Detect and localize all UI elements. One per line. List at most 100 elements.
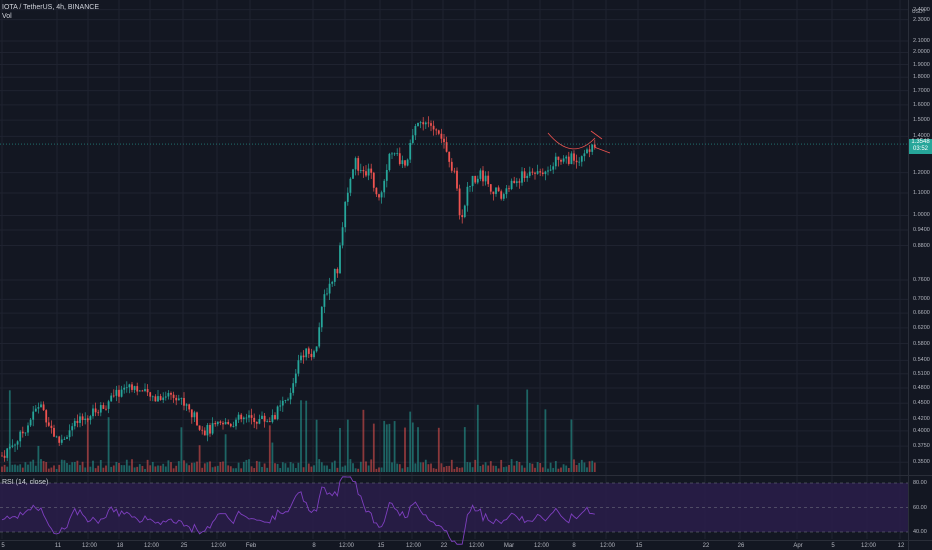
volume-bar bbox=[294, 468, 297, 472]
candle-body bbox=[6, 448, 9, 458]
volume-bar bbox=[565, 465, 568, 472]
candle-body bbox=[378, 194, 380, 198]
candle-body bbox=[297, 360, 300, 374]
candle-body bbox=[307, 348, 310, 354]
volume-bar bbox=[336, 467, 339, 472]
volume-bar bbox=[419, 462, 422, 472]
candle-body bbox=[424, 122, 427, 125]
volume-bar bbox=[463, 427, 466, 472]
volume-bar bbox=[66, 462, 68, 472]
volume-bar bbox=[479, 465, 482, 472]
candle-body bbox=[354, 158, 357, 170]
volume-bar bbox=[250, 466, 253, 472]
candle-body bbox=[528, 171, 531, 176]
volume-bar bbox=[21, 467, 24, 472]
candle-body bbox=[484, 175, 487, 182]
volume-bar bbox=[354, 468, 357, 472]
candle-body bbox=[565, 156, 568, 159]
volume-bar bbox=[53, 465, 55, 472]
volume-bar bbox=[99, 459, 102, 472]
candle-body bbox=[107, 401, 110, 409]
rsi-tick: 60.00 bbox=[913, 504, 927, 511]
volume-bar bbox=[253, 468, 256, 472]
candle-body bbox=[510, 180, 513, 190]
volume-bar bbox=[573, 459, 575, 472]
candle-body bbox=[211, 423, 214, 434]
candle-body bbox=[341, 227, 344, 246]
volume-bar bbox=[326, 465, 328, 472]
candle-body bbox=[534, 172, 536, 174]
price-tick: 0.6200 bbox=[913, 324, 930, 331]
candle-body bbox=[232, 426, 235, 427]
volume-bar bbox=[281, 462, 284, 472]
candle-body bbox=[58, 436, 61, 443]
volume-bar bbox=[154, 466, 157, 472]
volume-bar bbox=[562, 464, 565, 472]
candle-body bbox=[349, 178, 352, 193]
volume-bar bbox=[27, 464, 29, 472]
volume-bar bbox=[240, 468, 243, 472]
volume-bar bbox=[3, 464, 6, 472]
volume-bar bbox=[227, 465, 230, 472]
candle-body bbox=[414, 125, 417, 136]
candle-body bbox=[250, 415, 253, 418]
candle-body bbox=[513, 180, 516, 184]
candle-body bbox=[128, 384, 131, 388]
volume-bar bbox=[300, 400, 302, 472]
volume-bar bbox=[133, 467, 136, 472]
volume-bar bbox=[318, 459, 321, 472]
candle-body bbox=[300, 355, 302, 361]
time-tick: 12:00 bbox=[82, 543, 98, 549]
volume-bar bbox=[406, 467, 409, 472]
price-tick: 0.5100 bbox=[913, 370, 930, 377]
candle-body bbox=[313, 351, 315, 358]
candle-body bbox=[125, 387, 128, 389]
candle-body bbox=[50, 425, 53, 428]
volume-bar bbox=[84, 467, 87, 472]
time-tick: 8 bbox=[312, 543, 316, 549]
price-tick: 2.0000 bbox=[913, 49, 930, 56]
volume-bar bbox=[458, 467, 461, 472]
candle-body bbox=[289, 392, 292, 400]
volume-bar bbox=[198, 445, 201, 472]
volume-bar bbox=[271, 442, 274, 472]
rsi-line bbox=[1, 476, 595, 545]
candle-body bbox=[268, 421, 271, 423]
volume-bar bbox=[370, 459, 373, 472]
volume-bar bbox=[92, 460, 94, 472]
volume-bar bbox=[580, 459, 583, 472]
volume-bar bbox=[385, 424, 388, 472]
candle-body bbox=[79, 416, 81, 423]
volume-bar bbox=[180, 427, 183, 472]
candle-body bbox=[16, 441, 19, 445]
symbol-title[interactable]: IOTA / TetherUS, 4h, BINANCE bbox=[2, 4, 99, 11]
volume-bar bbox=[162, 463, 165, 472]
volume-bar bbox=[450, 459, 453, 472]
candle-body bbox=[458, 188, 461, 216]
volume-bar bbox=[383, 420, 386, 472]
candle-body bbox=[328, 283, 331, 294]
candle-body bbox=[188, 404, 191, 410]
volume-bar bbox=[365, 461, 367, 472]
volume-bar bbox=[248, 459, 250, 472]
candle-body bbox=[177, 398, 180, 401]
volume-label[interactable]: Vol bbox=[2, 13, 12, 20]
candle-body bbox=[235, 419, 237, 427]
time-tick: 12:00 bbox=[339, 543, 355, 549]
candle-body bbox=[47, 422, 50, 426]
candle-body bbox=[84, 418, 87, 421]
rsi-label[interactable]: RSI (14, close) bbox=[2, 479, 49, 486]
candle-body bbox=[352, 169, 354, 179]
volume-bar bbox=[523, 467, 526, 472]
price-tick: 1.0000 bbox=[913, 212, 930, 219]
volume-bar bbox=[203, 463, 206, 472]
volume-bar bbox=[521, 465, 523, 472]
candle-body bbox=[495, 187, 497, 194]
candle-body bbox=[21, 431, 24, 434]
candle-body bbox=[333, 269, 336, 282]
price-tick: 0.4500 bbox=[913, 400, 930, 407]
volume-bar bbox=[50, 467, 53, 472]
volume-bar bbox=[151, 461, 154, 472]
volume-bar bbox=[443, 467, 445, 472]
